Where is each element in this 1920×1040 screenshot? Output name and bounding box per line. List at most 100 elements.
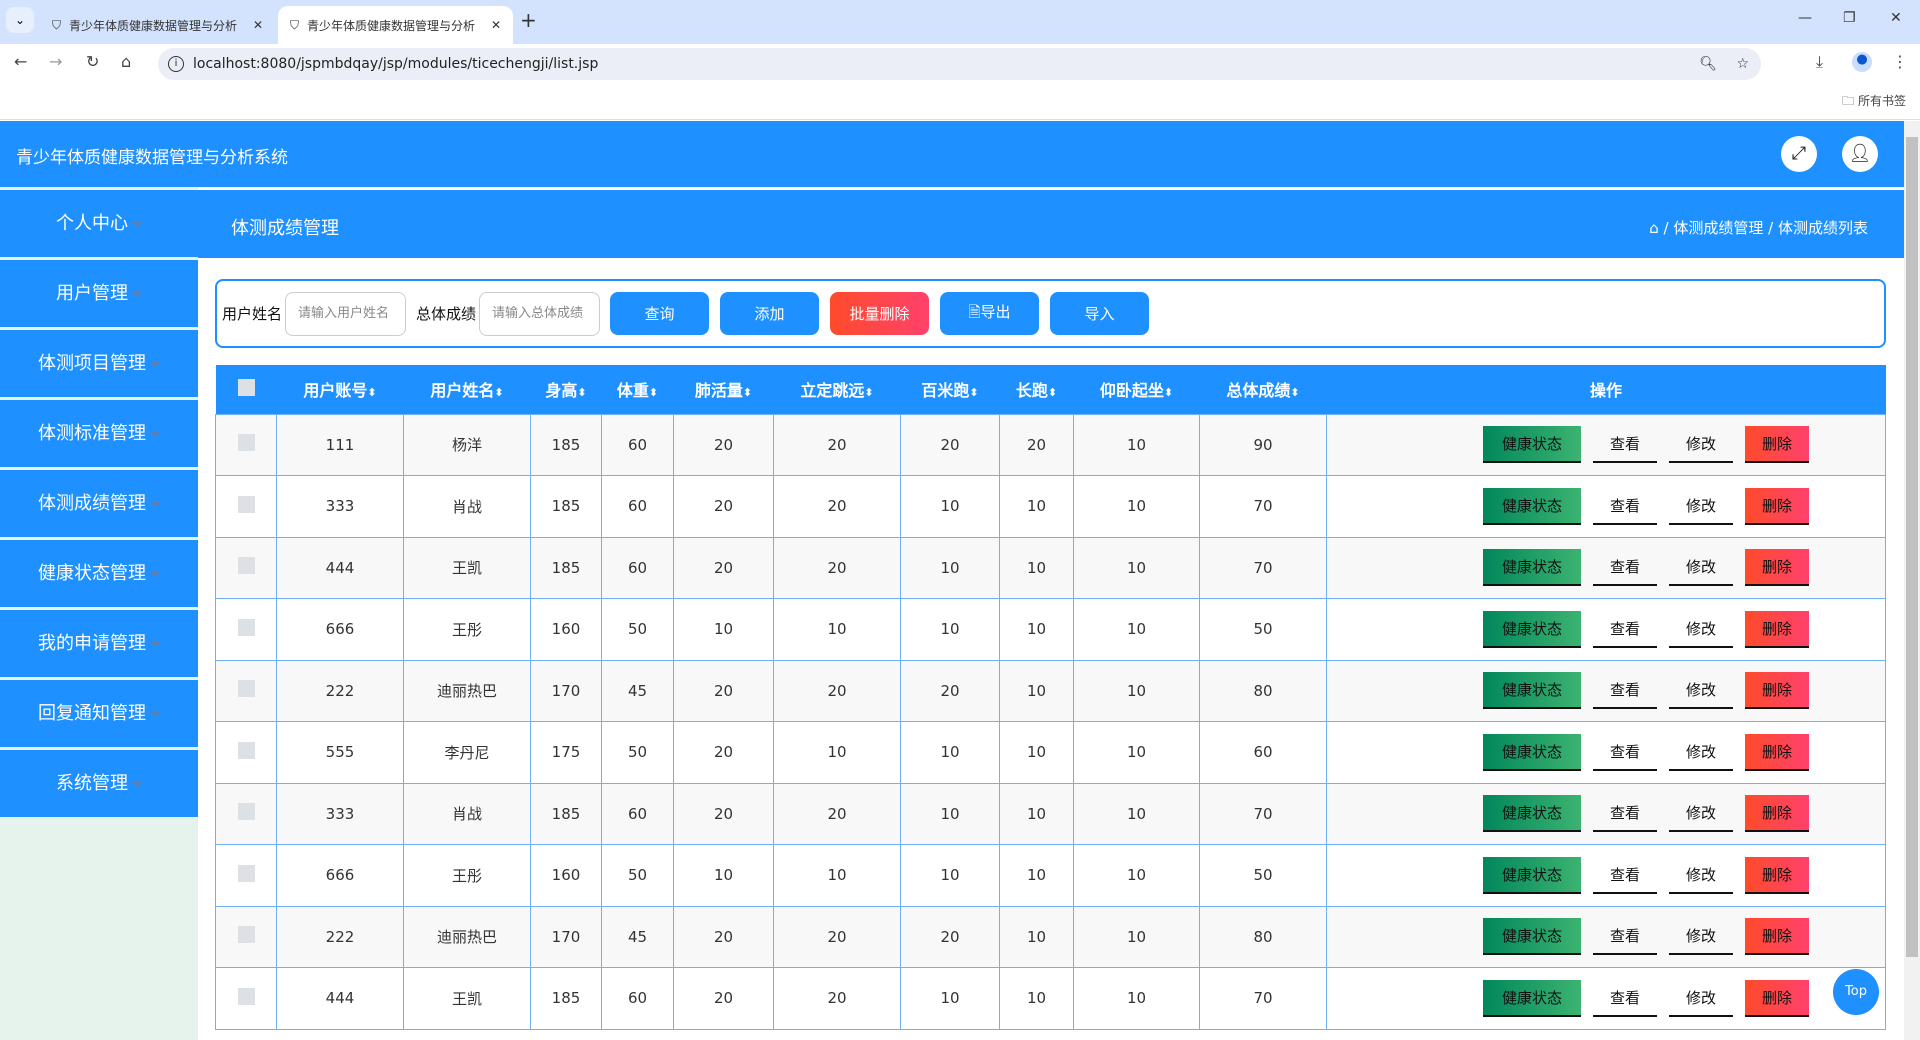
close-tab-icon[interactable]: ✕ (490, 18, 501, 32)
url-input[interactable]: i localhost:8080/jspmbdqay/jsp/modules/ti… (158, 48, 1761, 80)
view-button[interactable]: 查看 (1593, 795, 1657, 833)
row-checkbox[interactable] (237, 803, 255, 821)
download-icon[interactable]: ⤓ (1816, 52, 1824, 71)
minimize-button[interactable]: — (1798, 10, 1812, 26)
close-window-button[interactable]: ✕ (1890, 10, 1902, 26)
sidebar-item[interactable]: 我的申请管理 (0, 610, 198, 677)
row-checkbox[interactable] (237, 987, 255, 1005)
view-button[interactable]: 查看 (1593, 549, 1657, 587)
scrollbar[interactable] (1904, 121, 1920, 1040)
row-checkbox[interactable] (237, 741, 255, 759)
delete-button[interactable]: 删除 (1745, 426, 1809, 464)
export-button[interactable]: 🗎导出 (940, 292, 1040, 335)
sidebar-item[interactable]: 回复通知管理 (0, 680, 198, 747)
sort-icon[interactable]: ⬍ (648, 386, 659, 400)
delete-button[interactable]: 删除 (1745, 733, 1809, 771)
delete-button[interactable]: 删除 (1745, 549, 1809, 587)
health-status-button[interactable]: 健康状态 (1483, 795, 1581, 833)
health-status-button[interactable]: 健康状态 (1483, 672, 1581, 710)
view-button[interactable]: 查看 (1593, 488, 1657, 525)
user-avatar-icon[interactable]: 👤︎ (1842, 136, 1878, 172)
sort-icon[interactable]: ⬍ (367, 386, 377, 400)
edit-button[interactable]: 修改 (1669, 734, 1733, 771)
browser-tab[interactable]: ⛉ 青少年体质健康数据管理与分析 ✕ (52, 17, 263, 33)
sort-icon[interactable]: ⬍ (494, 386, 504, 400)
view-button[interactable]: 查看 (1593, 734, 1657, 771)
health-status-button[interactable]: 健康状态 (1483, 487, 1581, 525)
sort-icon[interactable]: ⬍ (864, 386, 874, 400)
edit-button[interactable]: 修改 (1669, 795, 1733, 833)
star-icon[interactable]: ☆ (1736, 56, 1749, 72)
name-search-input[interactable] (285, 291, 407, 336)
edit-button[interactable]: 修改 (1669, 426, 1733, 464)
health-status-button[interactable]: 健康状态 (1483, 856, 1581, 894)
column-header[interactable]: 仰卧起坐⬍ (1073, 365, 1200, 414)
sort-icon[interactable]: ⬍ (1290, 386, 1300, 400)
view-button[interactable]: 查看 (1593, 611, 1657, 648)
health-status-button[interactable]: 健康状态 (1483, 549, 1581, 587)
import-button[interactable]: 导入 (1050, 292, 1150, 335)
zoom-icon[interactable]: 🔍︎ (1699, 56, 1717, 72)
sort-icon[interactable]: ⬍ (969, 386, 979, 400)
reload-icon[interactable]: ↻ (86, 52, 100, 71)
view-button[interactable]: 查看 (1593, 857, 1657, 894)
breadcrumb-item[interactable]: 体测成绩管理 (1673, 219, 1764, 237)
close-tab-icon[interactable]: ✕ (252, 18, 263, 32)
forward-icon[interactable]: → (49, 52, 63, 71)
sidebar-item[interactable]: 体测项目管理 (0, 330, 198, 397)
new-tab-button[interactable]: + (520, 8, 537, 32)
tab-search-button[interactable]: ⌄ (6, 7, 34, 33)
health-status-button[interactable]: 健康状态 (1483, 733, 1581, 771)
column-header[interactable]: 立定跳远⬍ (773, 365, 901, 414)
home-icon[interactable]: ⌂ (1649, 219, 1659, 237)
column-header[interactable]: 用户账号⬍ (276, 365, 404, 414)
sort-icon[interactable]: ⬍ (577, 386, 587, 400)
sort-icon[interactable]: ⬍ (1047, 386, 1058, 400)
view-button[interactable]: 查看 (1593, 426, 1657, 464)
delete-button[interactable]: 删除 (1745, 918, 1809, 956)
edit-button[interactable]: 修改 (1669, 549, 1733, 587)
column-header[interactable]: 用户姓名⬍ (403, 365, 531, 414)
column-header[interactable]: 长跑⬍ (999, 365, 1074, 414)
delete-button[interactable]: 删除 (1745, 672, 1809, 710)
fullscreen-icon[interactable]: ⤢ (1781, 136, 1817, 172)
add-button[interactable]: 添加 (720, 292, 820, 335)
select-all-checkbox[interactable] (237, 378, 255, 396)
query-button[interactable]: 查询 (610, 292, 710, 335)
column-header[interactable]: 百米跑⬍ (900, 365, 1000, 414)
row-checkbox[interactable] (237, 618, 255, 636)
back-icon[interactable]: ← (14, 52, 28, 71)
sidebar-item[interactable]: 健康状态管理 (0, 540, 198, 607)
row-checkbox[interactable] (237, 495, 255, 513)
sort-icon[interactable]: ⬍ (1163, 386, 1174, 400)
sidebar-item[interactable]: 个人中心 (0, 190, 198, 257)
sidebar-item[interactable]: 体测成绩管理 (0, 470, 198, 537)
column-header[interactable]: 总体成绩⬍ (1199, 365, 1327, 414)
view-button[interactable]: 查看 (1593, 918, 1657, 956)
edit-button[interactable]: 修改 (1669, 980, 1733, 1017)
score-search-input[interactable] (479, 291, 601, 336)
row-checkbox[interactable] (237, 680, 255, 698)
sidebar-item[interactable]: 体测标准管理 (0, 400, 198, 467)
row-checkbox[interactable] (237, 864, 255, 882)
view-button[interactable]: 查看 (1593, 980, 1657, 1017)
edit-button[interactable]: 修改 (1669, 857, 1733, 894)
edit-button[interactable]: 修改 (1669, 918, 1733, 956)
delete-button[interactable]: 删除 (1745, 487, 1809, 525)
scrollbar-thumb[interactable] (1906, 137, 1918, 957)
sidebar-item[interactable]: 系统管理 (0, 750, 198, 817)
home-icon[interactable]: ⌂ (121, 52, 132, 71)
delete-button[interactable]: 删除 (1745, 610, 1809, 648)
delete-button[interactable]: 删除 (1745, 856, 1809, 894)
profile-icon[interactable]: ● (1852, 52, 1872, 72)
row-checkbox[interactable] (237, 557, 255, 575)
edit-button[interactable]: 修改 (1669, 488, 1733, 525)
browser-tab-active[interactable]: ⛉ 青少年体质健康数据管理与分析 ✕ (278, 6, 513, 44)
back-to-top-button[interactable]: Top (1833, 969, 1879, 1015)
batch-delete-button[interactable]: 批量删除 (830, 292, 930, 335)
row-checkbox[interactable] (237, 434, 255, 452)
health-status-button[interactable]: 健康状态 (1483, 979, 1581, 1017)
restore-button[interactable]: ❐ (1843, 10, 1856, 26)
row-checkbox[interactable] (237, 926, 255, 944)
sort-icon[interactable]: ⬍ (742, 386, 753, 400)
